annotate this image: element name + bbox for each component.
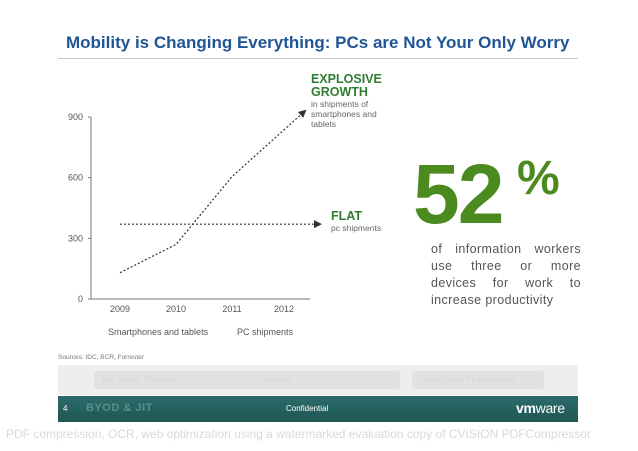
legend-entry-pc: PC shipments (237, 327, 294, 337)
flat-sub: pc shipments (331, 223, 382, 233)
explosive-title-line1: EXPLOSIVE (311, 72, 382, 86)
sources-note: Sources: IDC, BCR, Forrester (58, 354, 144, 361)
explosive-title-line2: GROWTH (311, 85, 368, 99)
footer-section-label: BYOD & JIT (86, 402, 153, 414)
x-tick-label-1: 2010 (166, 304, 186, 314)
x-tick-label-2: 2011 (222, 304, 241, 314)
big-stat-percent: % (517, 152, 560, 205)
x-tick-group: 2009 2010 2011 2012 (110, 304, 294, 314)
y-tick-label-0: 0 (78, 294, 83, 304)
watermark-text: PDF compression, OCR, web optimization u… (6, 427, 591, 441)
page-number: 4 (63, 404, 68, 413)
band-item-platforms: Key Issues Platforms (94, 371, 260, 389)
legend-entry-smartphones: Smartphones and tablets (108, 327, 209, 337)
footer-bar (58, 396, 578, 422)
flat-title: FLAT (331, 209, 363, 223)
title-divider (58, 58, 578, 59)
series-group (119, 109, 322, 274)
band-item-requirements: User/Device Requirements (412, 371, 544, 389)
logo-suffix: ware (535, 400, 565, 416)
explosive-growth-annotation: EXPLOSIVE GROWTH in shipments of smartph… (311, 72, 401, 130)
stat-description: of information workers use three or more… (431, 242, 581, 307)
nav-band: Key Issues Platforms Services User/Devic… (58, 365, 578, 395)
y-tick-label-1: 300 (68, 233, 83, 243)
footer-confidential: Confidential (286, 404, 329, 413)
flat-annotation: FLAT pc shipments (331, 209, 421, 234)
x-tick-label-0: 2009 (110, 304, 130, 314)
slide-title: Mobility is Changing Everything: PCs are… (66, 33, 570, 52)
y-tick-group: 0 300 600 900 (68, 112, 91, 304)
y-tick-label-3: 900 (68, 112, 83, 122)
band-item-services: Services (254, 371, 400, 389)
explosive-sub-line1: in shipments of (311, 99, 369, 109)
big-stat-value: 52 (413, 147, 504, 241)
y-tick-label-2: 600 (68, 173, 83, 183)
logo-prefix: vm (516, 400, 536, 416)
explosive-sub-line3: tablets (311, 119, 337, 129)
explosive-sub-line2: smartphones and (311, 109, 377, 119)
vmware-logo: vmware (516, 400, 565, 416)
x-tick-label-3: 2012 (274, 304, 294, 314)
series-line-smartphones (119, 109, 307, 274)
